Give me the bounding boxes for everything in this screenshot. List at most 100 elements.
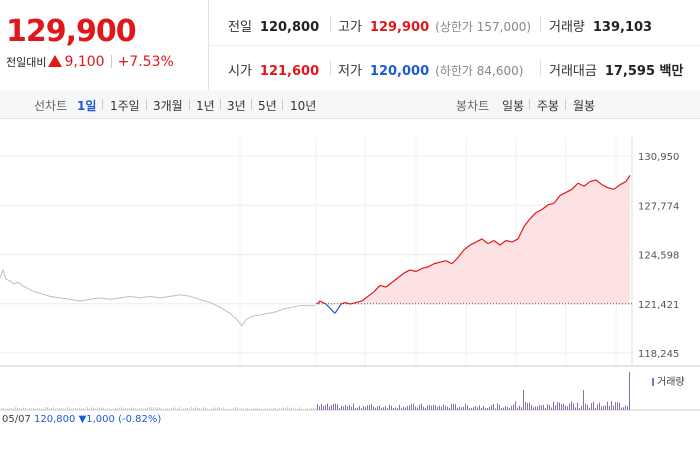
volume-bar	[521, 407, 522, 410]
volume-bar	[37, 407, 38, 410]
price-fill-area	[317, 175, 630, 304]
volume-bar	[227, 408, 228, 410]
volume-bar	[505, 405, 506, 410]
change-label: 전일대비	[6, 56, 47, 69]
volume-bar	[617, 402, 618, 410]
tab-daily-candle[interactable]: 일봉	[502, 99, 525, 113]
tab-10year[interactable]: 10년	[290, 99, 317, 113]
tab-divider	[220, 99, 221, 110]
volume-bar	[545, 407, 546, 410]
volume-bar	[75, 408, 76, 410]
volume-bar	[289, 407, 290, 410]
volume-bar	[421, 403, 422, 410]
today-series-segment	[328, 306, 333, 311]
quote-header: 129,900 전일대비 9,100 +7.53% 전일 120,800 고가 129,…	[0, 0, 700, 91]
volume-bar	[97, 407, 98, 410]
volume-bar	[7, 408, 8, 410]
volume-bar	[301, 408, 302, 410]
volume-bar	[159, 407, 160, 410]
change-divider	[110, 55, 112, 68]
volume-bar	[239, 408, 240, 410]
volume-bar	[533, 407, 534, 410]
volume-bar	[187, 408, 188, 410]
volume-bar	[3, 407, 4, 410]
volume-bar	[365, 406, 366, 410]
volume-bar	[453, 403, 454, 410]
volume-bar	[305, 408, 306, 410]
divider	[540, 60, 541, 76]
volume-bar	[477, 407, 478, 410]
volume-bar	[291, 407, 292, 410]
volume-bar	[253, 408, 254, 410]
volume-bar	[267, 408, 268, 410]
current-price: 129,900	[6, 14, 137, 49]
volume-bar	[549, 404, 550, 410]
tab-1week[interactable]: 1주일	[110, 99, 140, 113]
up-triangle-icon	[48, 55, 63, 67]
volume-bar	[619, 402, 620, 410]
change-percent: +7.53%	[117, 54, 174, 70]
volume-bar	[385, 405, 386, 410]
today-series-segment	[433, 261, 441, 265]
volume-bar	[261, 408, 262, 410]
today-series-segment	[337, 303, 342, 310]
volume-bar	[221, 408, 222, 410]
volume-bar	[99, 408, 100, 410]
volume-bar	[485, 408, 486, 410]
volume-bar	[601, 406, 602, 410]
volume-bar	[395, 407, 396, 410]
volume-bar	[173, 407, 174, 410]
tab-monthly-candle[interactable]: 월봉	[573, 99, 596, 113]
volume-bar	[273, 408, 274, 410]
tab-weekly-candle[interactable]: 주봉	[537, 99, 560, 113]
today-series-segment	[319, 300, 324, 304]
tab-5year[interactable]: 5년	[258, 99, 277, 113]
volume-bar	[39, 408, 40, 410]
prev-day-pct: (-0.82%)	[118, 414, 162, 425]
volume-bar	[607, 401, 608, 410]
volume-bar	[399, 404, 400, 410]
volume-bar	[219, 407, 220, 410]
today-series-segment	[415, 267, 423, 273]
volume-bar	[433, 404, 434, 410]
volume-bar	[133, 408, 134, 410]
volume-bar	[351, 406, 352, 410]
line-chart-heading: 선차트	[34, 99, 68, 113]
tab-3year[interactable]: 3년	[227, 99, 246, 113]
volume-bar	[581, 405, 582, 410]
volume-bar	[459, 406, 460, 410]
volume-bar	[523, 390, 524, 410]
volume-bar	[81, 408, 82, 410]
today-series-segment	[397, 272, 405, 279]
volume-bar	[141, 407, 142, 410]
volume-bar	[43, 408, 44, 410]
volume-bar	[611, 401, 612, 410]
volume-bar	[193, 408, 194, 410]
today-series-segment	[367, 291, 375, 297]
divider	[330, 16, 331, 32]
volume-bar	[313, 408, 314, 410]
volume-bar	[333, 403, 334, 410]
tab-1year[interactable]: 1년	[196, 99, 215, 113]
tab-3month[interactable]: 3개월	[153, 99, 183, 113]
y-tick-label: 130,950	[638, 152, 679, 163]
y-tick-label: 118,245	[638, 349, 679, 360]
volume-bar	[377, 406, 378, 410]
today-series-segment	[589, 179, 597, 183]
high-value: 129,900	[369, 20, 430, 35]
tab-1day[interactable]: 1일	[77, 99, 97, 113]
volume-bar	[503, 407, 504, 410]
today-series-segment	[421, 266, 429, 269]
volume-bar	[185, 407, 186, 410]
volume-bar	[407, 406, 408, 410]
today-series-segment	[493, 240, 501, 246]
today-series-segment	[481, 238, 489, 245]
volume-bar	[529, 402, 530, 410]
volume-bar	[125, 408, 126, 410]
volume-bar	[573, 403, 574, 410]
today-series-segment	[553, 195, 561, 204]
volume-bar	[13, 408, 14, 410]
volume-bar	[629, 372, 630, 410]
tab-divider	[282, 99, 283, 110]
